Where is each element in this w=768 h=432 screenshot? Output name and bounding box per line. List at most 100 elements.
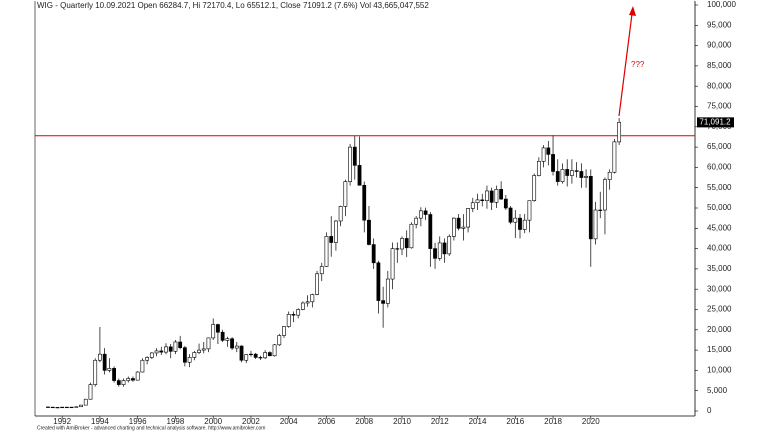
candle-body bbox=[83, 398, 88, 406]
x-tick-label: 2018 bbox=[544, 417, 562, 426]
y-tick-label: 50,000 bbox=[707, 203, 732, 212]
candle-body bbox=[423, 210, 428, 215]
y-tick-label: 25,000 bbox=[707, 305, 732, 314]
candle-body bbox=[357, 165, 362, 186]
candle-body bbox=[522, 219, 527, 230]
y-tick-label: 35,000 bbox=[707, 264, 732, 273]
candle-body bbox=[216, 324, 220, 333]
candle-body bbox=[234, 345, 239, 349]
candle-body bbox=[46, 406, 50, 408]
x-tick-label: 2004 bbox=[280, 417, 298, 426]
x-tick-label: 1996 bbox=[129, 417, 147, 426]
candle-body bbox=[244, 354, 249, 361]
candle-body bbox=[258, 357, 263, 359]
candle-body bbox=[508, 207, 513, 223]
chart-title: WIG - Quarterly 10.09.2021 Open 66284.7,… bbox=[37, 1, 429, 10]
candle-body bbox=[291, 314, 296, 316]
candle-body bbox=[603, 179, 607, 211]
y-tick-label: 75,000 bbox=[707, 102, 732, 111]
candle-body bbox=[570, 170, 574, 176]
y-tick-label: 30,000 bbox=[707, 284, 732, 293]
candle-body bbox=[362, 184, 367, 221]
candle-body bbox=[230, 338, 234, 349]
candle-body bbox=[588, 176, 593, 240]
candle-body bbox=[343, 181, 348, 207]
candle-body bbox=[532, 175, 537, 201]
candle-body bbox=[55, 407, 60, 409]
candle-body bbox=[102, 353, 107, 371]
candle-body bbox=[98, 353, 102, 361]
y-tick-label: 15,000 bbox=[707, 345, 732, 354]
candle-body bbox=[277, 335, 282, 346]
candle-body bbox=[282, 326, 286, 336]
candle-body bbox=[319, 266, 324, 275]
candle-body bbox=[220, 331, 225, 341]
candle-body bbox=[546, 147, 551, 155]
y-tick-label: 65,000 bbox=[707, 142, 732, 151]
candle-body bbox=[485, 190, 489, 201]
candle-body bbox=[149, 352, 154, 358]
x-tick-label: 2010 bbox=[393, 417, 411, 426]
candle-body bbox=[352, 146, 357, 166]
candle-body bbox=[154, 350, 159, 354]
candle-body bbox=[131, 378, 135, 381]
y-tick-label: 40,000 bbox=[707, 244, 732, 253]
candle-body bbox=[456, 217, 461, 229]
y-tick-label: 100,000 bbox=[707, 0, 736, 9]
candle-body bbox=[418, 210, 423, 219]
candle-body bbox=[527, 200, 532, 221]
candle-body bbox=[555, 171, 560, 182]
candle-body bbox=[140, 359, 145, 373]
candle-body bbox=[437, 242, 442, 259]
candle-body bbox=[381, 300, 386, 304]
candle-body bbox=[286, 314, 291, 327]
candle-body bbox=[296, 309, 301, 316]
candle-body bbox=[88, 384, 93, 400]
x-tick-label: 2016 bbox=[506, 417, 524, 426]
candle-body bbox=[433, 248, 437, 259]
candle-body bbox=[197, 349, 201, 353]
candle-body bbox=[489, 190, 494, 203]
candle-body bbox=[617, 122, 622, 143]
x-tick-label: 2008 bbox=[355, 417, 373, 426]
candle-body bbox=[612, 141, 617, 173]
candle-body bbox=[400, 238, 404, 250]
candle-body bbox=[178, 341, 183, 348]
y-tick-label: 10,000 bbox=[707, 366, 732, 375]
candle-body bbox=[64, 406, 69, 409]
candle-body bbox=[300, 302, 305, 310]
candle-body bbox=[310, 294, 315, 303]
candle-body bbox=[329, 236, 334, 243]
candle-body bbox=[536, 161, 541, 176]
candle-body bbox=[480, 199, 485, 201]
candle-body bbox=[79, 404, 83, 408]
candle-body bbox=[541, 147, 546, 162]
last-price-box bbox=[697, 117, 734, 128]
y-tick-label: 90,000 bbox=[707, 41, 732, 50]
candle-body bbox=[579, 171, 584, 178]
x-tick-label: 2002 bbox=[242, 417, 260, 426]
candle-body bbox=[173, 341, 178, 352]
candle-body bbox=[334, 220, 338, 243]
x-tick-label: 1992 bbox=[53, 417, 71, 426]
footer: Created with AmiBroker - advanced charti… bbox=[37, 425, 265, 431]
candle-body bbox=[376, 262, 381, 301]
candle-body bbox=[159, 350, 164, 353]
candle-body bbox=[348, 146, 352, 182]
candle-body bbox=[187, 357, 192, 363]
x-tick-label: 2014 bbox=[469, 417, 487, 426]
y-tick-label: 85,000 bbox=[707, 61, 732, 70]
candle-body bbox=[593, 209, 598, 240]
x-tick-label: 1994 bbox=[91, 417, 109, 426]
candle-body bbox=[475, 199, 480, 204]
candle-body bbox=[107, 368, 112, 371]
candle-body bbox=[409, 223, 414, 249]
candle-body bbox=[69, 406, 74, 409]
candle-body bbox=[263, 352, 268, 359]
candle-body bbox=[249, 353, 253, 356]
candle-body bbox=[315, 273, 319, 295]
y-tick-label: 60,000 bbox=[707, 163, 732, 172]
x-tick-label: 2020 bbox=[582, 417, 600, 426]
